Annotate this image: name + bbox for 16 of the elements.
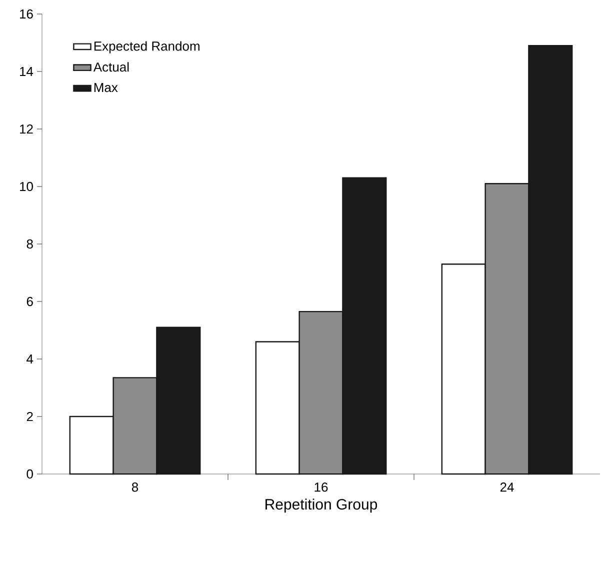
y-tick-label: 16	[20, 9, 33, 19]
x-tick-label: 8	[132, 482, 138, 492]
legend-label: Expected Random	[94, 41, 200, 54]
y-tick-label: 2	[26, 412, 33, 422]
x-tick-label: 16	[314, 482, 328, 492]
y-tick-label: 6	[26, 296, 33, 306]
y-tick-label: 12	[20, 124, 33, 134]
legend-label: Max	[94, 83, 118, 92]
y-tick-label: 4	[26, 354, 34, 364]
x-tick-label: 24	[500, 482, 514, 492]
y-tick-label: 8	[26, 239, 33, 249]
y-tick-label: 0	[26, 469, 33, 479]
y-tick-label: 14	[20, 67, 34, 76]
x-axis-title: Repetition Group	[266, 498, 378, 513]
y-tick-label: 10	[20, 182, 33, 192]
legend-label: Actual	[93, 62, 129, 72]
